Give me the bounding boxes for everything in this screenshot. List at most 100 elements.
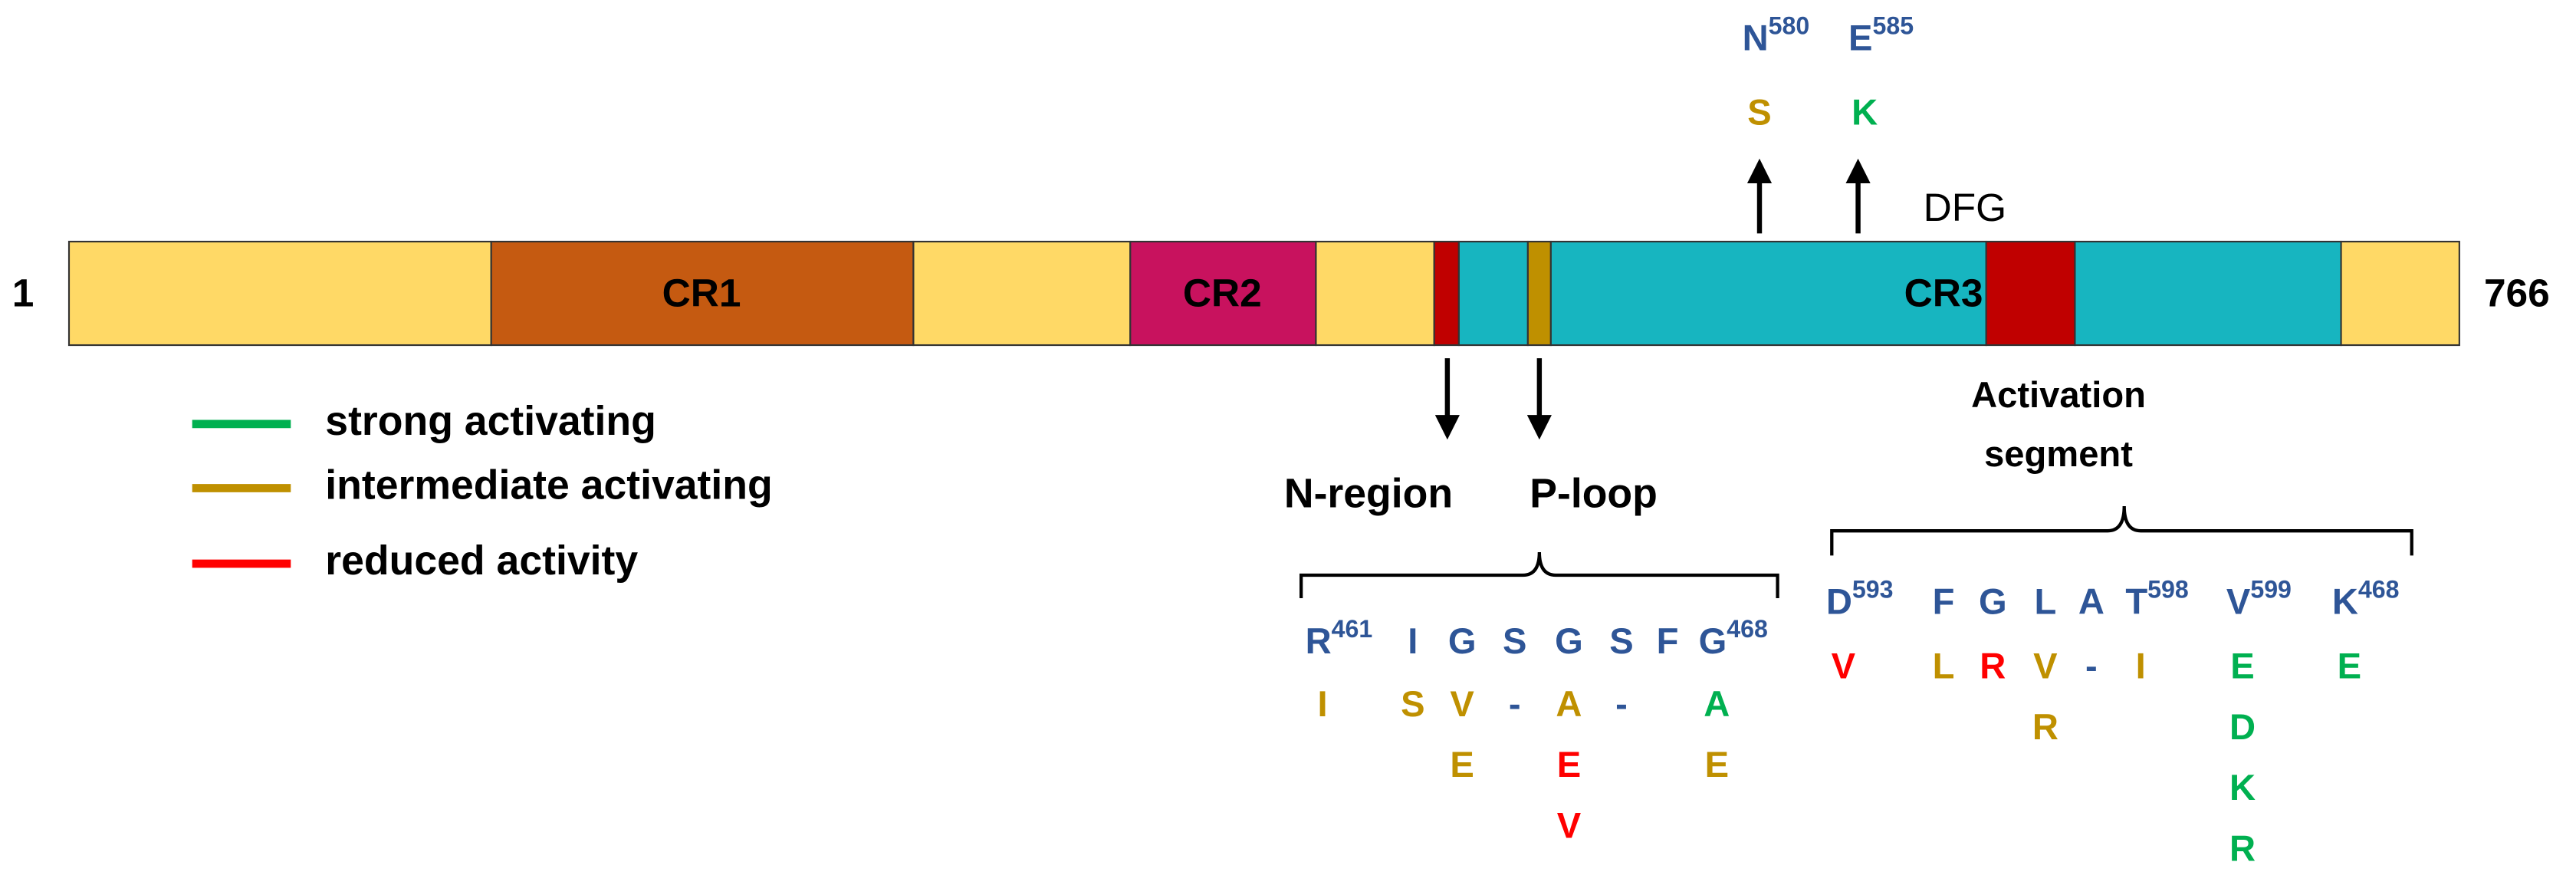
mutation: E [2230,646,2254,686]
mutation: E [1557,744,1581,785]
mutation: K [1852,91,1878,132]
wild-type-residue: S [1503,620,1526,661]
mutation: R [2229,827,2256,868]
mutation: A [1704,683,1730,724]
region-label: Activation [1971,374,2146,415]
segment [1549,240,1987,347]
position: 461 [1332,615,1373,643]
amino-acid: K [2332,581,2358,622]
amino-acid: S [1503,620,1526,661]
position: 468 [1727,615,1768,643]
mutation: - [2085,646,2098,686]
segment [2074,240,2342,347]
segment [1526,240,1552,347]
segment [1129,240,1317,347]
region-label: P-loop [1530,471,1658,516]
amino-acid: R [1306,620,1332,661]
amino-acid: D [1826,581,1852,622]
mutation: I [1317,683,1327,724]
brace [1300,551,1779,599]
wild-type-residue: E585 [1848,12,1914,58]
wild-type-residue: G [1979,581,2007,622]
mutation: E [2338,646,2361,686]
amino-acid: G [1448,620,1477,661]
segment [67,240,492,347]
end-label: 766 [2484,270,2550,314]
motif-label: DFG [1924,185,2007,229]
protein-bar [67,240,2460,347]
mutation: R [2032,706,2058,747]
mutation: E [1705,744,1729,785]
amino-acid: G [1555,620,1583,661]
segment [490,240,915,347]
region-label: N-region [1284,471,1453,516]
mutation: D [2229,706,2256,747]
arrows [1434,158,1871,440]
wild-type-residue: S [1609,620,1633,661]
mutation: - [1509,683,1521,724]
amino-acid: F [1657,620,1679,661]
segment [912,240,1132,347]
wild-type-residue: G468 [1699,615,1768,661]
wild-type-residue: T598 [2125,576,2188,622]
start-label: 1 [12,270,34,314]
position: 468 [2358,576,2400,604]
amino-acid: S [1609,620,1633,661]
legend-label: reduced activity [325,538,638,584]
mutation: R [1980,646,2006,686]
legend: strong activating intermediate activating… [192,399,773,584]
wild-type-residue: F [1657,620,1679,661]
wild-type-residue: V599 [2226,576,2292,622]
wild-type-residue: I [1408,620,1418,661]
amino-acid: V [2226,581,2251,622]
segment [1433,240,1460,347]
position: 593 [1852,576,1894,604]
wild-type-residue: D593 [1826,576,1894,622]
mutation: K [2229,767,2256,808]
position: 585 [1872,12,1914,40]
amino-acid: E [1848,18,1872,58]
amino-acid: I [1408,620,1418,661]
position: 598 [2147,576,2189,604]
wild-type-residue: K468 [2332,576,2400,622]
mutation: S [1401,683,1424,724]
position: 580 [1769,12,1810,40]
amino-acid: L [2034,581,2056,622]
position: 599 [2250,576,2292,604]
amino-acid: N [1743,18,1769,58]
mutation: V [1557,804,1582,845]
wild-type-residue: F [1933,581,1955,622]
legend-label: intermediate activating [325,463,772,508]
amino-acid: G [1699,620,1727,661]
segment [1457,240,1529,347]
mutation: - [1615,683,1628,724]
mutation: S [1747,91,1771,132]
mutation: L [1933,646,1955,686]
amino-acid: A [2078,581,2104,622]
wild-type-residue: A [2078,581,2104,622]
mutation: E [1450,744,1474,785]
mutation: A [1556,683,1582,724]
amino-acid: G [1979,581,2007,622]
braces [1300,506,2413,599]
domain-label: CR3 [1904,270,1983,314]
wild-type-residue: N580 [1743,12,1810,58]
wild-type-residue: R461 [1306,615,1373,661]
domain-label: CR1 [662,270,741,314]
domain-label: CR2 [1183,270,1262,314]
region-label: segment [1984,433,2133,474]
mutation: I [2136,646,2146,686]
mutation: V [2033,646,2058,686]
amino-acid: T [2125,581,2147,622]
wild-type-residue: G [1448,620,1477,661]
segment [1985,240,2076,347]
legend-label: strong activating [325,399,656,444]
wild-type-residue: G [1555,620,1583,661]
mutation: V [1832,646,1856,686]
amino-acid: F [1933,581,1955,622]
segment [2340,240,2460,347]
segment [1315,240,1435,347]
wild-type-residue: L [2034,581,2056,622]
